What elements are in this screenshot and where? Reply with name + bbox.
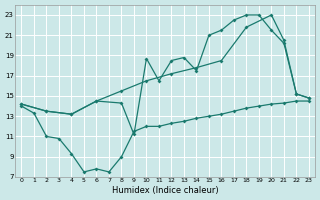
X-axis label: Humidex (Indice chaleur): Humidex (Indice chaleur) (112, 186, 219, 195)
